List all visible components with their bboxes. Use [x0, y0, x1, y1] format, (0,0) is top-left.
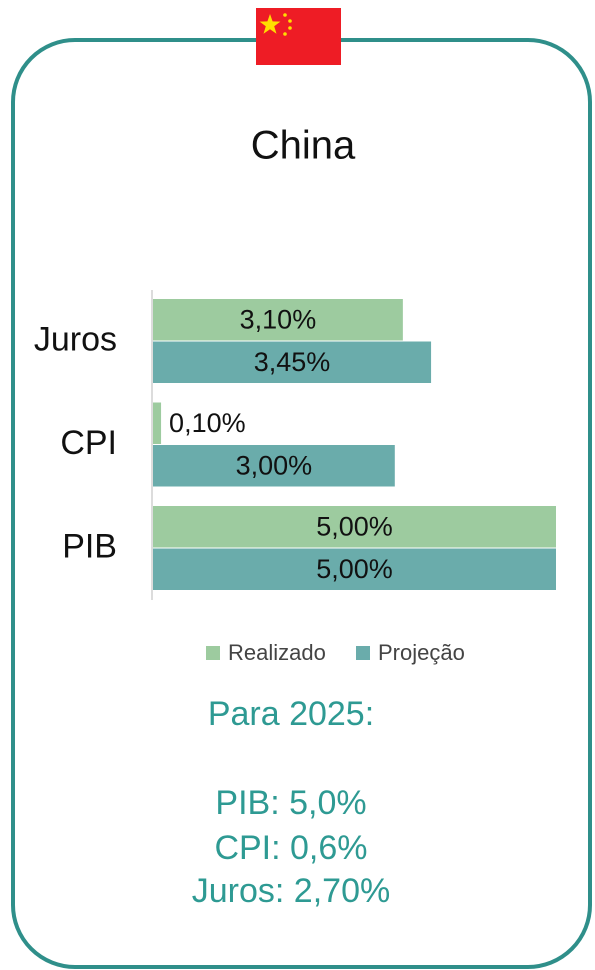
annotation: PIB: 5,0% [215, 784, 366, 822]
annotation: Para 2025: [208, 695, 374, 733]
flag-star [259, 14, 281, 34]
annotation: Juros: 2,70% [192, 872, 390, 910]
legend-label: Projeção [378, 640, 465, 665]
value-label: 3,45% [254, 347, 331, 377]
flag-star [283, 32, 287, 36]
flag-field [256, 8, 341, 65]
category-label: CPI [60, 424, 117, 462]
card [11, 38, 592, 969]
bar [153, 341, 432, 383]
value-label: 3,00% [236, 450, 313, 480]
flag [256, 8, 341, 65]
flag-star [283, 13, 287, 17]
annotation: CPI: 0,6% [214, 829, 367, 867]
bar [153, 402, 162, 444]
category-label: PIB [62, 527, 117, 565]
value-label: 5,00% [316, 511, 393, 541]
value-label: 3,10% [240, 304, 317, 334]
bar [153, 548, 556, 590]
value-label: 5,00% [316, 554, 393, 584]
flag-star [288, 26, 292, 30]
bar [153, 445, 395, 487]
legend-swatch [206, 646, 220, 660]
flag-star [288, 19, 292, 23]
legend-label: Realizado [228, 640, 326, 665]
chart-title: China [251, 124, 356, 168]
legend-swatch [356, 646, 370, 660]
bar [153, 506, 556, 548]
value-label: 0,10% [169, 408, 246, 438]
bar [153, 299, 403, 341]
category-label: Juros [34, 320, 117, 358]
